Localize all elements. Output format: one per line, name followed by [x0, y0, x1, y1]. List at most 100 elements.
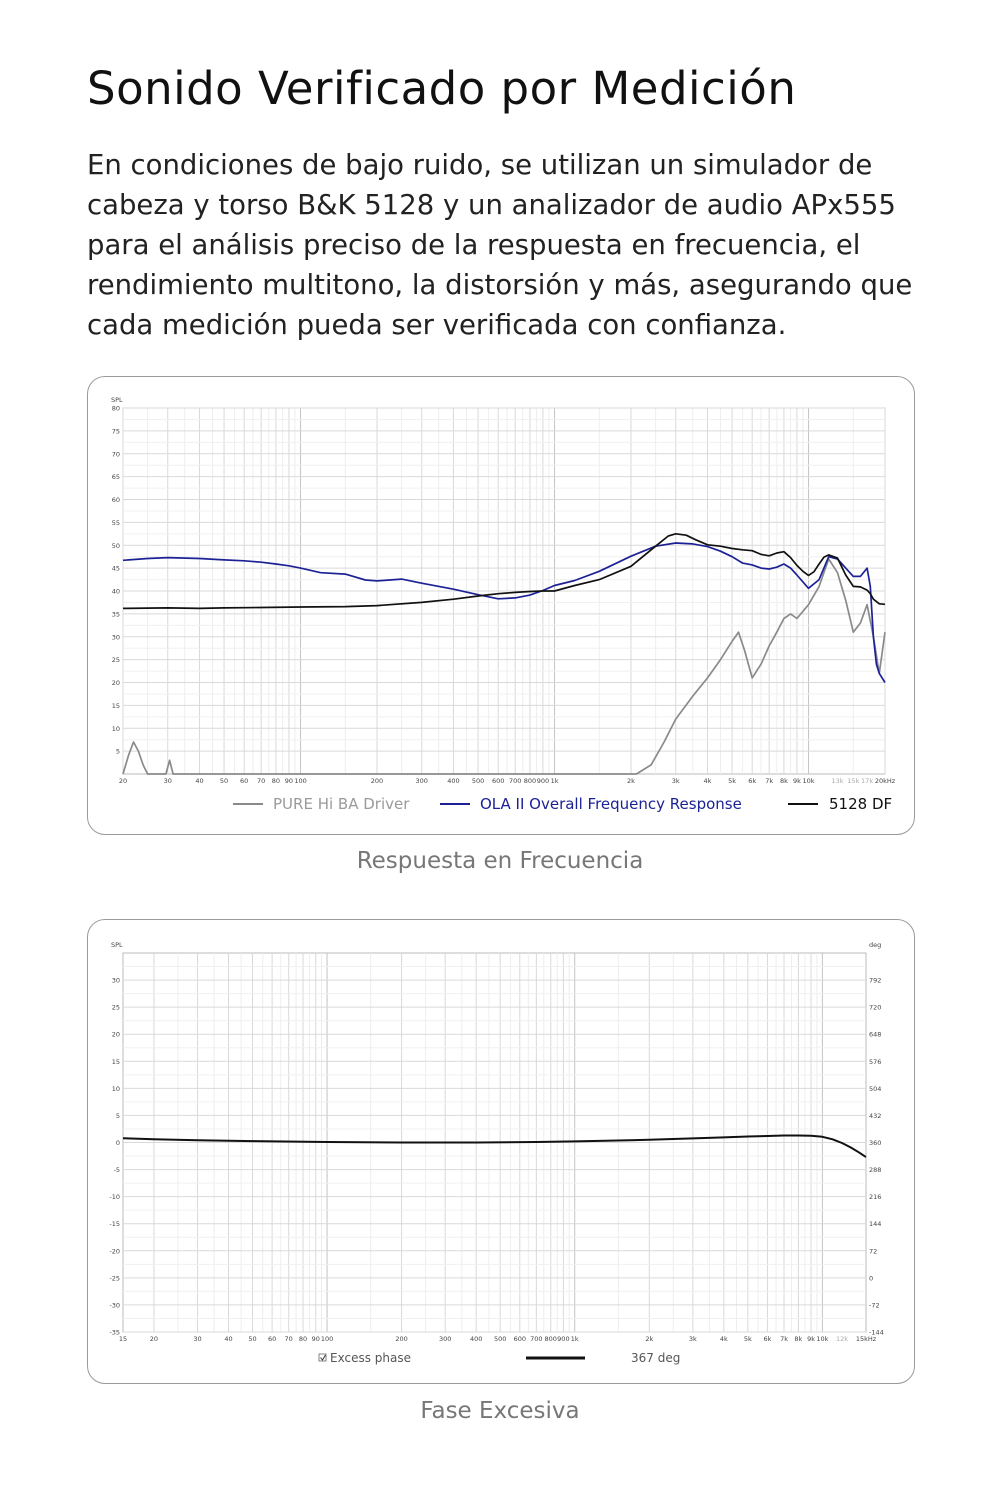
x-tick-label: 700 [509, 777, 521, 785]
x-tick-label: 70 [285, 1335, 293, 1343]
x-tick-label: 15k [847, 777, 859, 785]
x-tick-label: 700 [530, 1335, 542, 1343]
y-tick-label-right: -144 [869, 1329, 884, 1337]
legend-label: PURE Hi BA Driver [273, 795, 410, 813]
x-tick-label: 100 [294, 777, 306, 785]
x-tick-label: 100 [321, 1335, 333, 1343]
x-tick-label: 17k [861, 777, 873, 785]
y-tick-label-right: 720 [869, 1004, 881, 1012]
x-tick-label: 50 [220, 777, 228, 785]
y-tick-label: -10 [109, 1193, 120, 1201]
x-tick-label: 30 [193, 1335, 201, 1343]
x-tick-label: 600 [492, 777, 504, 785]
x-tick-label: 9k [807, 1335, 815, 1343]
y-tick-label: 45 [112, 565, 120, 573]
y-tick-label: 5 [116, 1112, 120, 1120]
y-tick-label: 15 [112, 1058, 120, 1066]
x-tick-label: 15kHz [856, 1335, 877, 1343]
y-tick-label: -5 [114, 1166, 120, 1174]
x-tick-label: 4k [704, 777, 712, 785]
y-tick-label: 10 [112, 1085, 120, 1093]
x-tick-label: 80 [272, 777, 280, 785]
y-tick-label: -30 [109, 1301, 120, 1309]
check-mark-icon [320, 1354, 326, 1361]
y-tick-label: 30 [112, 633, 120, 641]
y-tick-label: 75 [112, 427, 120, 435]
y-tick-label: -20 [109, 1247, 120, 1255]
y-tick-label-right: 0 [869, 1274, 873, 1282]
x-tick-label: 70 [257, 777, 265, 785]
y-tick-label-right: 72 [869, 1247, 877, 1255]
x-tick-label: 9k [793, 777, 801, 785]
excess-phase-chart: SPL -35 -30 -25 -20 -15 -10 -5 0 5 10 15 20 25 30 deg -1… [109, 941, 884, 1365]
y-axis-label: SPL [111, 396, 123, 404]
x-tick-label: 7k [780, 1335, 788, 1343]
x-tick-label: 10k [816, 1335, 828, 1343]
y-tick-label: 40 [112, 588, 120, 596]
page-title: Sonido Verificado por Medición [87, 62, 797, 115]
x-tick-label: 4k [720, 1335, 728, 1343]
x-tick-label: 90 [285, 777, 293, 785]
y-tick-label-right: 648 [869, 1031, 881, 1039]
x-tick-label: 800 [545, 1335, 557, 1343]
x-tick-label: 60 [268, 1335, 276, 1343]
x-tick-label: 1k [571, 1335, 579, 1343]
x-tick-label: 500 [494, 1335, 506, 1343]
x-tick-label: 5k [744, 1335, 752, 1343]
y-tick-label: 25 [112, 1004, 120, 1012]
x-tick-label: 20kHz [875, 777, 896, 785]
y-tick-label: 25 [112, 656, 120, 664]
x-tick-label: 1k [551, 777, 559, 785]
frequency-response-chart: SPL 5 10 15 20 25 30 35 40 45 50 55 60 65 70 75 80 20 30 40… [111, 396, 896, 813]
legend-label: OLA II Overall Frequency Response [480, 795, 742, 813]
series-line [122, 1134, 867, 1158]
intro-paragraph: En condiciones de bajo ruido, se utiliza… [87, 149, 913, 341]
y-tick-label: 35 [112, 610, 120, 618]
y-tick-label: 15 [112, 702, 120, 710]
y-tick-label: 80 [112, 405, 120, 413]
y-tick-label: 20 [112, 679, 120, 687]
x-tick-label: 8k [794, 1335, 802, 1343]
y-tick-label: 65 [112, 473, 120, 481]
x-tick-label: 3k [672, 777, 680, 785]
y-tick-label: 55 [112, 519, 120, 527]
x-tick-label: 900 [557, 1335, 569, 1343]
x-tick-label: 20 [119, 777, 127, 785]
y-tick-label-right: 792 [869, 977, 881, 985]
y-axis-label: SPL [111, 941, 123, 949]
excess-phase-card: SPL -35 -30 -25 -20 -15 -10 -5 0 5 10 15 20 25 30 deg -1… [87, 919, 915, 1384]
x-tick-label: 900 [537, 777, 549, 785]
y-tick-label-right: -72 [869, 1301, 880, 1309]
legend-value: 367 deg [631, 1351, 680, 1365]
series-line [122, 558, 886, 775]
y-tick-label: 5 [116, 748, 120, 756]
x-tick-label: 5k [728, 777, 736, 785]
x-tick-label: 7k [765, 777, 773, 785]
y-axis-label-right: deg [869, 941, 881, 949]
x-tick-label: 13k [831, 777, 843, 785]
y-tick-label: 30 [112, 977, 120, 985]
y-tick-label-right: 216 [869, 1193, 881, 1201]
x-tick-label: 60 [240, 777, 248, 785]
y-tick-label-right: 432 [869, 1112, 881, 1120]
x-tick-label: 200 [395, 1335, 407, 1343]
x-tick-label: 8k [780, 777, 788, 785]
x-tick-label: 12k [836, 1335, 848, 1343]
legend-label: Excess phase [330, 1351, 411, 1365]
x-tick-label: 40 [224, 1335, 232, 1343]
excess-phase-caption: Fase Excesiva [420, 1398, 580, 1424]
y-tick-label-right: 360 [869, 1139, 881, 1147]
x-tick-label: 6k [748, 777, 756, 785]
frequency-response-card: SPL 5 10 15 20 25 30 35 40 45 50 55 60 65 70 75 80 20 30 40… [87, 376, 915, 835]
y-tick-label-right: 288 [869, 1166, 881, 1174]
y-tick-label: 20 [112, 1031, 120, 1039]
legend-label: 5128 DF [829, 795, 892, 813]
series-line [122, 532, 886, 610]
y-tick-label: 50 [112, 542, 120, 550]
x-tick-label: 500 [472, 777, 484, 785]
x-tick-label: 6k [763, 1335, 771, 1343]
y-tick-label: 70 [112, 450, 120, 458]
x-tick-label: 300 [416, 777, 428, 785]
y-tick-label: -25 [109, 1274, 120, 1282]
x-tick-label: 10k [803, 777, 815, 785]
